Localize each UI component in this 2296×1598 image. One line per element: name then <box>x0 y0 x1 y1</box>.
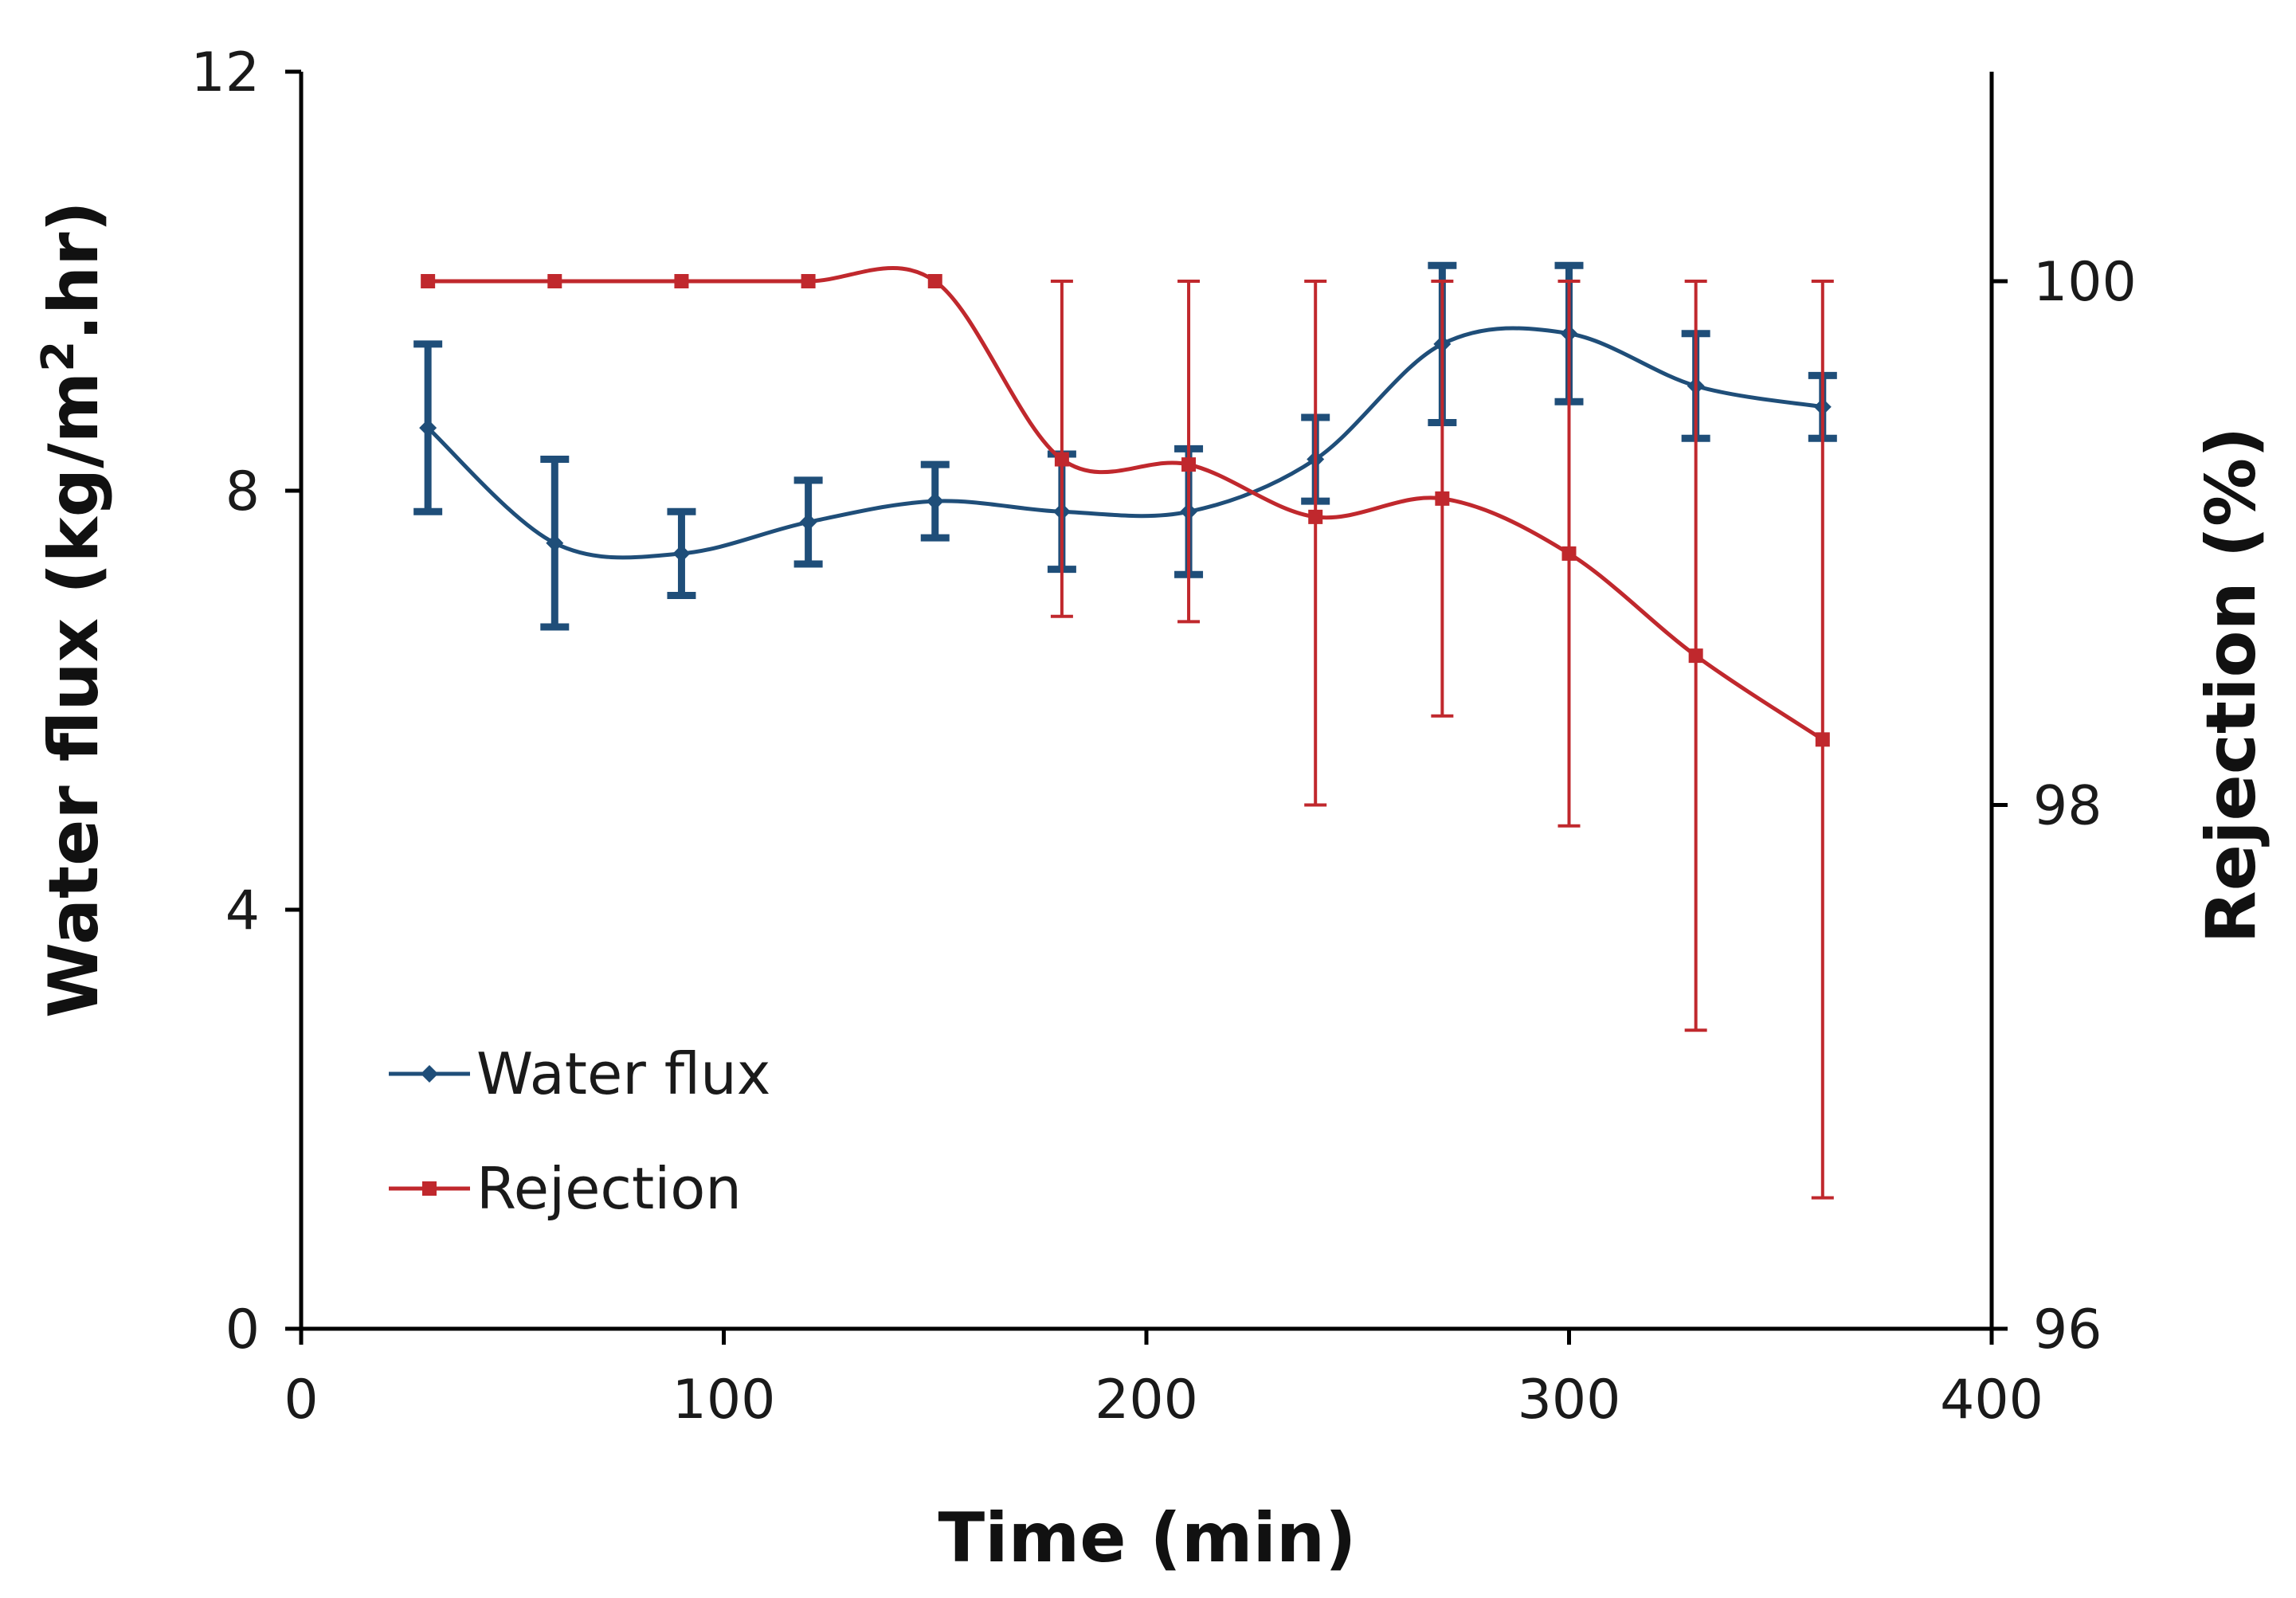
legend-item: Rejection <box>389 1155 742 1222</box>
legend-swatch-marker <box>422 1181 437 1196</box>
x-tick-label: 0 <box>284 1369 318 1432</box>
y-right-tick-label: 100 <box>2033 251 2137 314</box>
legend: Water flux Rejection <box>389 1040 770 1222</box>
data-point <box>546 534 564 552</box>
legend-label: Water flux <box>476 1040 770 1107</box>
water-flux-series <box>413 261 1837 631</box>
y-left-tick-label: 12 <box>190 41 260 104</box>
data-point <box>799 513 817 531</box>
legend-label: Rejection <box>476 1155 742 1222</box>
legend-swatch-marker <box>421 1065 438 1083</box>
x-tick-label: 300 <box>1518 1369 1621 1432</box>
data-point <box>421 274 436 288</box>
series-layer <box>413 261 1837 1200</box>
data-point <box>801 274 816 288</box>
data-point <box>1561 546 1577 561</box>
data-point <box>1181 457 1197 472</box>
error-bar <box>1050 280 1073 618</box>
axes: 0 100 200 300 400 0 4 8 12 96 98 100 <box>190 41 2136 1432</box>
y-left-axis-title: Water flux (kg/m2.hr) <box>33 201 114 1018</box>
data-point <box>1308 509 1323 524</box>
series-line <box>426 326 1824 560</box>
data-point <box>547 274 562 288</box>
y-right-tick-label: 98 <box>2033 775 2102 838</box>
error-bar <box>1304 280 1327 807</box>
error-bar <box>1177 280 1201 624</box>
data-point <box>1815 732 1830 747</box>
data-point <box>1054 452 1069 467</box>
series-line <box>428 266 1824 742</box>
x-tick-label: 100 <box>672 1369 776 1432</box>
data-point <box>419 419 437 437</box>
data-point <box>1688 648 1703 664</box>
y-left-tick-label: 4 <box>225 879 260 942</box>
y-left-tick-label: 8 <box>225 460 260 523</box>
y-right-axis-title: Rejection (%) <box>2192 427 2271 944</box>
y-right-tick-label: 96 <box>2033 1298 2102 1361</box>
data-point <box>674 274 689 288</box>
data-point <box>1435 491 1450 506</box>
legend-item: Water flux <box>389 1040 770 1107</box>
y-left-tick-label: 0 <box>225 1298 260 1361</box>
rejection-series <box>421 266 1834 1200</box>
x-tick-label: 400 <box>1940 1369 2043 1432</box>
x-axis-title: Time (min) <box>938 1498 1357 1578</box>
data-point <box>926 492 944 511</box>
x-tick-label: 200 <box>1095 1369 1198 1432</box>
data-point <box>927 274 942 288</box>
data-point <box>672 544 691 562</box>
